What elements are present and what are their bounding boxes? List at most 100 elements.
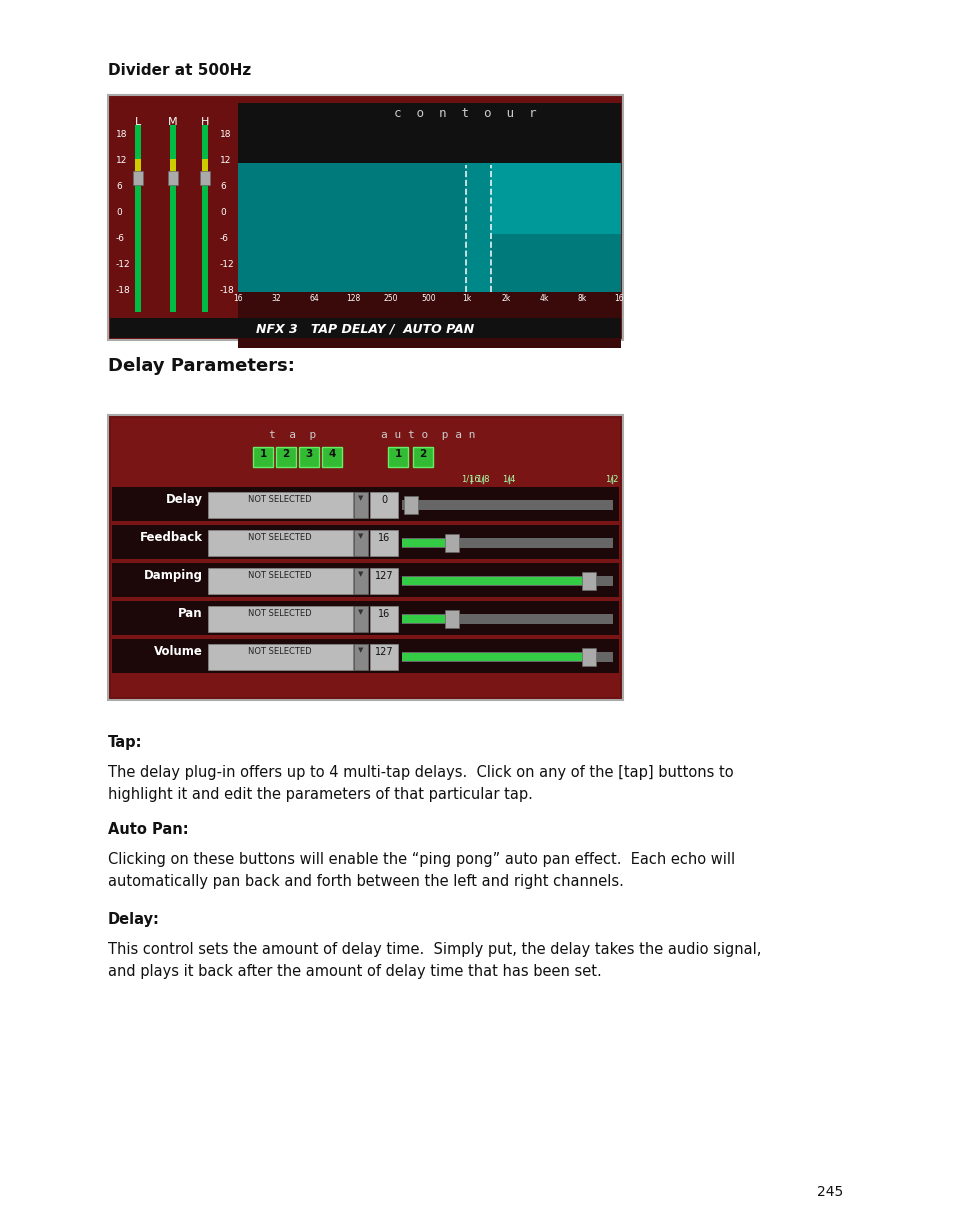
Text: 6: 6 <box>220 182 226 191</box>
Text: Divider at 500Hz: Divider at 500Hz <box>108 63 251 79</box>
Bar <box>401 575 613 587</box>
Text: Pan: Pan <box>178 607 203 620</box>
Text: -18: -18 <box>116 286 131 294</box>
Bar <box>370 568 397 594</box>
Bar <box>298 447 318 467</box>
Text: 500: 500 <box>421 294 436 303</box>
Bar <box>208 530 353 556</box>
Bar <box>401 537 613 548</box>
Bar <box>354 530 368 556</box>
Text: a u t o  p a n: a u t o p a n <box>380 429 475 440</box>
Bar <box>401 539 448 547</box>
Text: Feedback: Feedback <box>140 531 203 544</box>
Text: 12: 12 <box>220 156 232 164</box>
Text: c  o  n  t  o  u  r: c o n t o u r <box>394 107 536 120</box>
Text: -6: -6 <box>220 234 229 243</box>
Text: 0: 0 <box>116 209 122 217</box>
Bar <box>132 172 143 185</box>
Bar <box>465 163 490 292</box>
Text: Clicking on these buttons will enable the “ping pong” auto pan effect.  Each ech: Clicking on these buttons will enable th… <box>108 852 735 890</box>
Bar <box>370 530 397 556</box>
Bar <box>108 415 622 699</box>
Text: 12: 12 <box>116 156 128 164</box>
Bar <box>388 447 408 467</box>
Bar <box>370 644 397 670</box>
Bar <box>354 606 368 632</box>
Bar <box>354 492 368 518</box>
Text: 8k: 8k <box>578 294 587 303</box>
Text: 1: 1 <box>259 449 266 459</box>
Text: 4: 4 <box>328 449 335 459</box>
Text: Damping: Damping <box>144 569 203 582</box>
Text: -12: -12 <box>116 260 131 269</box>
Bar <box>237 292 620 348</box>
Text: 1/8: 1/8 <box>476 475 489 483</box>
Bar <box>202 158 208 182</box>
Bar <box>401 614 613 625</box>
Text: NOT SELECTED: NOT SELECTED <box>248 533 312 542</box>
Bar <box>170 125 175 312</box>
Bar <box>354 644 368 670</box>
Bar <box>200 172 210 185</box>
Text: H: H <box>200 117 209 128</box>
Text: 32: 32 <box>272 294 281 303</box>
Text: 127: 127 <box>375 571 393 582</box>
Text: 1/16: 1/16 <box>460 475 479 483</box>
Text: 16: 16 <box>233 294 243 303</box>
Text: NOT SELECTED: NOT SELECTED <box>248 494 312 504</box>
Bar <box>110 318 620 337</box>
Text: Volume: Volume <box>154 645 203 658</box>
Bar <box>401 615 448 623</box>
Text: 1/4: 1/4 <box>501 475 515 483</box>
Text: NOT SELECTED: NOT SELECTED <box>248 609 312 618</box>
Bar <box>112 563 618 598</box>
Text: 6: 6 <box>116 182 122 191</box>
Text: -18: -18 <box>220 286 234 294</box>
Bar <box>401 653 587 661</box>
Text: 2: 2 <box>282 449 290 459</box>
Text: 1k: 1k <box>462 294 472 303</box>
Text: ▼: ▼ <box>358 647 363 653</box>
Text: 0: 0 <box>220 209 226 217</box>
Text: ▼: ▼ <box>358 609 363 615</box>
Text: Auto Pan:: Auto Pan: <box>108 822 189 837</box>
Bar <box>208 568 353 594</box>
Bar <box>202 125 208 312</box>
Text: 2k: 2k <box>500 294 510 303</box>
Bar <box>208 644 353 670</box>
Text: M: M <box>168 117 177 128</box>
Text: 128: 128 <box>346 294 360 303</box>
Bar <box>490 163 620 234</box>
Bar <box>170 158 175 182</box>
Text: 18: 18 <box>220 130 232 139</box>
Bar <box>253 447 273 467</box>
Text: 16: 16 <box>377 609 390 618</box>
Text: ▼: ▼ <box>358 533 363 539</box>
Text: 0: 0 <box>380 494 387 506</box>
Text: 18: 18 <box>116 130 128 139</box>
Text: 1: 1 <box>394 449 401 459</box>
Bar <box>403 496 417 514</box>
Bar <box>581 572 595 590</box>
Bar <box>111 418 619 697</box>
Bar <box>237 163 620 292</box>
Bar <box>135 125 141 312</box>
Text: t  a  p: t a p <box>269 429 316 440</box>
Bar <box>401 652 613 663</box>
Text: 16: 16 <box>377 533 390 544</box>
Bar <box>401 499 613 510</box>
Text: NOT SELECTED: NOT SELECTED <box>248 571 312 580</box>
Text: 127: 127 <box>375 647 393 656</box>
Text: The delay plug-in offers up to 4 multi-tap delays.  Click on any of the [tap] bu: The delay plug-in offers up to 4 multi-t… <box>108 764 733 802</box>
Bar <box>208 606 353 632</box>
Bar <box>445 534 459 552</box>
Bar <box>237 103 620 163</box>
Text: 64: 64 <box>310 294 319 303</box>
Text: ▼: ▼ <box>358 494 363 501</box>
Bar <box>275 447 295 467</box>
Bar <box>168 172 178 185</box>
Text: 2: 2 <box>419 449 426 459</box>
Bar <box>112 639 618 672</box>
Text: 4k: 4k <box>538 294 548 303</box>
Bar <box>108 94 622 340</box>
